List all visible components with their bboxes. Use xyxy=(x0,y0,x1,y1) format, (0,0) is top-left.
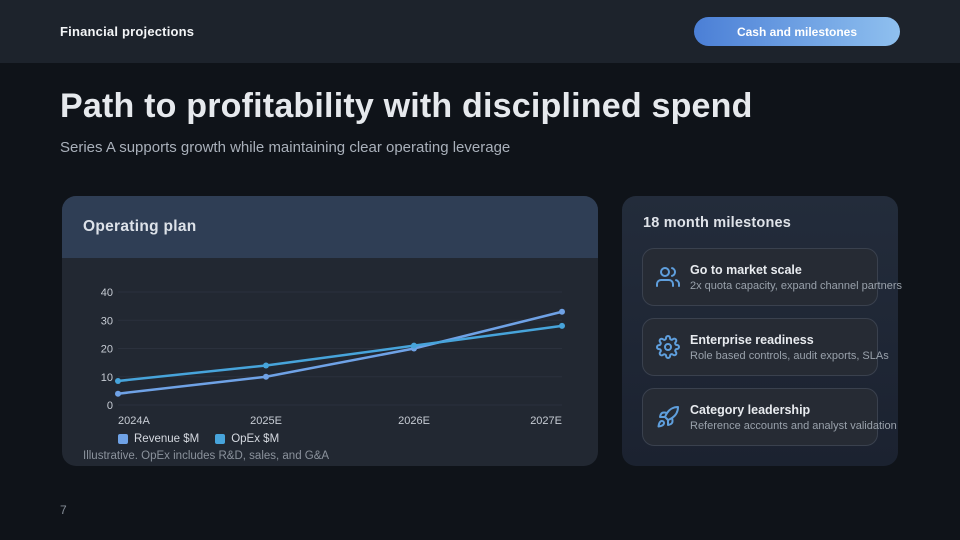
milestone-item-category-leadership: Category leadership Reference accounts a… xyxy=(642,388,897,446)
operating-plan-card-body: 0 10 20 30 40 2024A 2025E 2026E 2027E Revenue $M… xyxy=(62,258,598,462)
page-title: Path to profitability with disciplined s… xyxy=(60,87,753,125)
svg-text:2025E: 2025E xyxy=(250,415,282,427)
operating-plan-title: Operating plan xyxy=(83,218,197,235)
operating-plan-card: Operating plan 0 10 20 30 40 2024A 2025E 2026E 2… xyxy=(62,196,598,466)
topbar-title: Financial projections xyxy=(60,24,195,39)
milestones-card: 18 month milestones Go to market scale 2… xyxy=(622,196,902,466)
svg-text:2026E: 2026E xyxy=(398,415,430,427)
cash-and-milestones-pill[interactable]: Cash and milestones xyxy=(694,17,900,46)
milestone-desc: Role based controls, audit exports, SLAs xyxy=(690,349,889,362)
svg-text:0: 0 xyxy=(107,400,113,412)
milestone-desc: 2x quota capacity, expand channel partne… xyxy=(690,279,902,292)
users-icon xyxy=(656,265,680,289)
svg-text:40: 40 xyxy=(101,287,113,299)
page-subtitle: Series A supports growth while maintaini… xyxy=(60,139,511,156)
milestone-item-go-to-market: Go to market scale 2x quota capacity, ex… xyxy=(642,248,902,306)
milestone-desc: Reference accounts and analyst validatio… xyxy=(690,419,897,432)
opex-swatch xyxy=(215,434,226,444)
svg-text:2024A: 2024A xyxy=(118,415,150,427)
milestones-title: 18 month milestones xyxy=(643,215,792,231)
legend-item-revenue: Revenue $M xyxy=(118,433,199,445)
milestone-text: Go to market scale 2x quota capacity, ex… xyxy=(690,262,902,292)
gear-icon xyxy=(656,335,680,359)
revenue-swatch xyxy=(118,434,128,444)
svg-text:10: 10 xyxy=(101,372,113,384)
milestone-item-enterprise-readiness: Enterprise readiness Role based controls… xyxy=(642,318,889,376)
svg-text:30: 30 xyxy=(101,315,113,327)
legend-label-opex: OpEx $M xyxy=(231,433,280,445)
milestone-title: Go to market scale xyxy=(690,262,802,277)
chart-legend: Revenue $M OpEx $M xyxy=(118,433,598,445)
milestone-text: Enterprise readiness Role based controls… xyxy=(690,332,889,362)
svg-text:2027E: 2027E xyxy=(530,415,562,427)
topbar: Financial projections Cash and milestone… xyxy=(0,0,960,63)
page-number: 7 xyxy=(60,503,67,517)
svg-text:20: 20 xyxy=(101,344,113,356)
milestone-text: Category leadership Reference accounts a… xyxy=(690,402,897,432)
legend-item-opex: OpEx $M xyxy=(215,433,279,445)
operating-plan-chart: 0 10 20 30 40 2024A 2025E 2026E 2027E xyxy=(101,287,565,427)
milestone-title: Category leadership xyxy=(690,402,811,417)
legend-label-revenue: Revenue $M xyxy=(134,433,200,445)
chart-footnote: Illustrative. OpEx includes R&D, sales, … xyxy=(83,450,330,462)
milestone-title: Enterprise readiness xyxy=(690,332,814,347)
operating-plan-card-header: Operating plan xyxy=(62,196,598,258)
rocket-icon xyxy=(656,405,680,429)
